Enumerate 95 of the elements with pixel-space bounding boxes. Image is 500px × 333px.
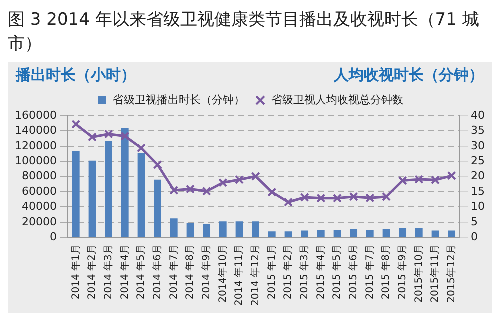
bar bbox=[121, 128, 129, 238]
point bbox=[88, 132, 98, 142]
bar bbox=[448, 230, 456, 238]
bar bbox=[301, 230, 309, 238]
bar bbox=[317, 230, 325, 238]
x-tick-label: 2014 年12月 bbox=[249, 244, 262, 306]
point bbox=[268, 188, 277, 197]
point bbox=[398, 176, 408, 186]
bar bbox=[170, 218, 178, 238]
x-tick-label: 2015 年9月 bbox=[396, 244, 408, 300]
y-tick-label: 80000 bbox=[22, 170, 57, 183]
x-tick-label: 2014 年9月 bbox=[200, 244, 212, 300]
x-tick-label: 2014 年1月 bbox=[70, 244, 82, 300]
point bbox=[218, 178, 228, 188]
bar bbox=[138, 153, 146, 238]
x-tick-label: 2015 年5月 bbox=[331, 244, 344, 300]
y2-tick-label: 40 bbox=[471, 108, 486, 122]
x-tick-label: 2015 年4月 bbox=[314, 244, 327, 300]
y-tick-label: 100000 bbox=[14, 154, 57, 168]
x-tick-label: 2015 年1月 bbox=[266, 244, 278, 300]
bar bbox=[350, 229, 358, 238]
x-tick-label: 2014 年5月 bbox=[135, 244, 148, 300]
x-tick-label: 2014 年4月 bbox=[118, 244, 131, 300]
x-tick-label: 2015 年2月 bbox=[282, 244, 294, 300]
y-tick-label: 0 bbox=[50, 230, 57, 244]
point bbox=[251, 172, 260, 182]
x-tick-label: 2014 年7月 bbox=[168, 244, 180, 300]
y-tick-label: 20000 bbox=[22, 215, 57, 228]
bar bbox=[399, 228, 407, 238]
y2-tick-label: 0 bbox=[471, 230, 478, 244]
legend-label: 省级卫视播出时长（分钟） bbox=[113, 93, 245, 106]
bar bbox=[366, 230, 374, 238]
point bbox=[153, 160, 162, 170]
point bbox=[234, 175, 244, 184]
y2-tick-label: 20 bbox=[471, 170, 486, 183]
y2-axis-title: 人均收视时长（分钟） bbox=[334, 66, 484, 85]
bar bbox=[186, 223, 194, 238]
x-tick-label: 2014 年8月 bbox=[184, 244, 196, 300]
y-tick-label: 160000 bbox=[14, 108, 57, 122]
point bbox=[284, 198, 294, 207]
x-tick-label: 2014年10月 bbox=[216, 244, 229, 303]
bar bbox=[236, 222, 244, 238]
point bbox=[430, 176, 440, 185]
y2-tick-label: 15 bbox=[471, 184, 486, 198]
y2-tick-label: 30 bbox=[471, 139, 486, 152]
point bbox=[447, 171, 456, 180]
point bbox=[120, 132, 130, 141]
bar bbox=[72, 150, 80, 238]
bar bbox=[154, 180, 162, 238]
point bbox=[382, 192, 392, 202]
y-tick-label: 120000 bbox=[14, 139, 57, 152]
chart-title: 图 3 2014 年以来省级卫视健康类节目播出及收视时长（71 城市） bbox=[8, 9, 480, 56]
point bbox=[316, 194, 326, 203]
x-tick-label: 2014 年6月 bbox=[151, 244, 164, 300]
x-tick-label: 2015 年8月 bbox=[380, 244, 392, 300]
point bbox=[202, 186, 212, 196]
x-tick-label: 2015 年7月 bbox=[364, 244, 376, 300]
point bbox=[300, 192, 310, 202]
bar bbox=[382, 229, 390, 238]
y-axis-title: 播出时长（小时） bbox=[16, 66, 136, 85]
bar bbox=[105, 141, 112, 238]
point bbox=[186, 184, 196, 194]
x-tick-label: 2014 年2月 bbox=[86, 244, 98, 300]
x-tick-label: 2015年11月 bbox=[429, 244, 442, 303]
x-tick-label: 2014 年11月 bbox=[233, 244, 246, 306]
y2-tick-label: 5 bbox=[471, 215, 478, 228]
bar bbox=[219, 222, 227, 238]
point bbox=[366, 194, 375, 203]
bar bbox=[88, 160, 96, 238]
x-tick-label: 2014 年3月 bbox=[102, 244, 114, 300]
bar bbox=[334, 230, 342, 238]
x-tick-label: 2015 年3月 bbox=[298, 244, 310, 300]
y2-tick-label: 10 bbox=[471, 200, 486, 214]
y2-tick-label: 25 bbox=[471, 154, 486, 168]
point bbox=[104, 130, 114, 139]
point bbox=[332, 194, 342, 203]
x-tick-label: 2015年10月 bbox=[412, 244, 425, 303]
x-tick-label: 2015年12月 bbox=[445, 244, 458, 303]
bar bbox=[415, 228, 423, 238]
y-tick-label: 40000 bbox=[22, 200, 57, 214]
bar bbox=[203, 224, 211, 238]
point bbox=[72, 120, 81, 130]
x-tick-label: 2015 年6月 bbox=[347, 244, 360, 300]
legend-label: 省级卫视人均收视总分钟数 bbox=[272, 93, 404, 106]
point bbox=[414, 175, 424, 184]
point bbox=[349, 192, 358, 202]
point bbox=[136, 144, 146, 153]
y-tick-label: 60000 bbox=[22, 184, 57, 198]
bar bbox=[432, 230, 440, 238]
y2-tick-label: 35 bbox=[471, 124, 486, 138]
bar bbox=[252, 222, 260, 238]
bar bbox=[284, 232, 292, 238]
point bbox=[170, 186, 179, 196]
bar bbox=[268, 232, 276, 238]
y-tick-label: 140000 bbox=[14, 124, 57, 138]
